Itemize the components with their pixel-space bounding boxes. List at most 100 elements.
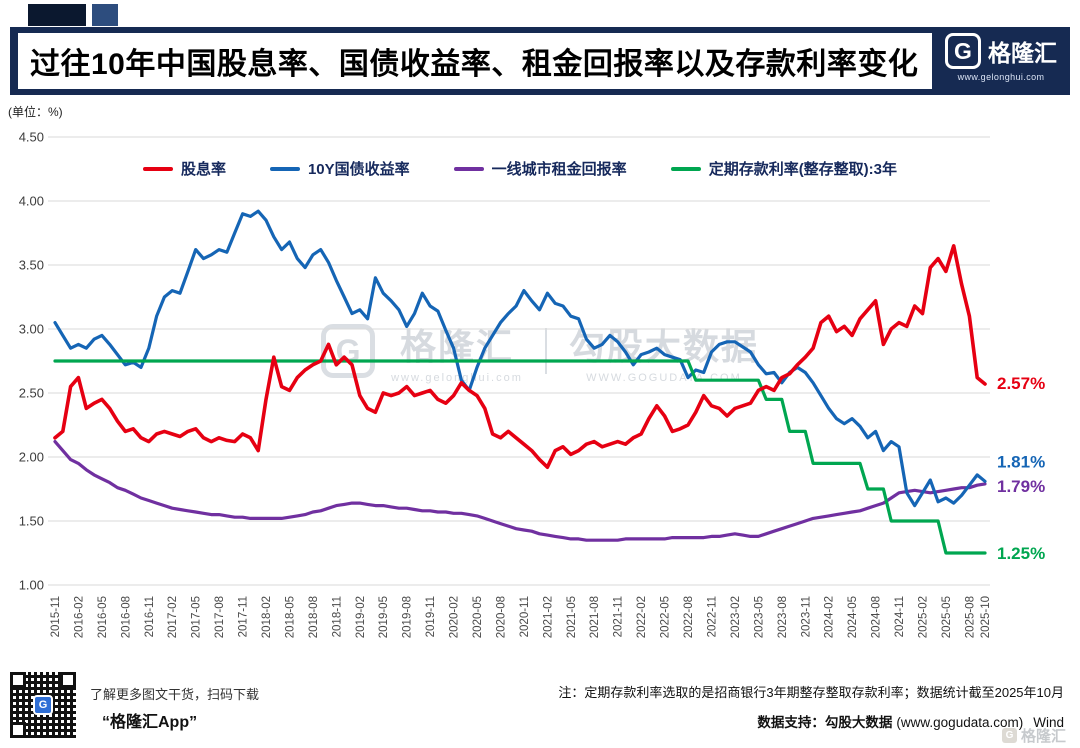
- x-tick-label: 2020-08: [496, 596, 508, 638]
- x-tick-label: 2023-02: [730, 596, 742, 638]
- x-tick-label: 2017-11: [238, 596, 250, 637]
- legend-swatch: [670, 166, 701, 171]
- brand-logo: G 格隆汇 www.gelonghui.com: [938, 30, 1064, 92]
- legend-label: 股息率: [180, 161, 226, 178]
- data-support-wind: Wind: [1033, 715, 1064, 730]
- qr-finder: [10, 672, 26, 688]
- legend-swatch: [142, 166, 173, 171]
- line-dividend-yield: [53, 244, 987, 470]
- x-tick-label: 2019-05: [378, 596, 390, 638]
- legend-swatch: [269, 166, 300, 171]
- line-chart: 4.50 4.00 3.50 3.00 2.50 2.00 1.50 1.00 2015-11 2…: [19, 130, 1046, 639]
- page-title: 过往10年中国股息率、国债收益率、租金回报率以及存款利率变化: [30, 48, 919, 81]
- legend-item-deposit-rate-3y: 定期存款利率(整存整取):3年: [670, 158, 898, 179]
- x-tick-label: 2018-11: [331, 596, 343, 637]
- y-tick-label: 4.50: [19, 130, 44, 145]
- y-tick-label: 1.00: [19, 578, 44, 593]
- x-tick-label: 2025-08: [964, 596, 976, 638]
- y-tick-label: 2.50: [19, 386, 44, 401]
- unit-label: (单位：%): [8, 105, 63, 119]
- qr-logo-g: G: [33, 695, 53, 715]
- x-tick-label: 2019-08: [402, 596, 414, 638]
- y-tick-label: 1.50: [19, 514, 44, 529]
- end-label-dividend-yield: 2.57%: [997, 374, 1045, 393]
- brand-url: www.gelonghui.com: [957, 72, 1045, 82]
- x-tick-label: 2022-11: [707, 596, 719, 637]
- gelonghui-monogram: G: [954, 37, 972, 64]
- x-tick-label: 2025-05: [941, 596, 953, 638]
- header: 过往10年中国股息率、国债收益率、租金回报率以及存款利率变化 G 格隆汇 www…: [10, 27, 1070, 95]
- data-support-url: (www.gogudata.com): [896, 715, 1024, 730]
- end-label-cn10y-bond-yield: 1.81%: [997, 452, 1045, 471]
- end-label-tier1-rental-yield: 1.79%: [997, 477, 1045, 496]
- x-tick-label: 2018-08: [308, 596, 320, 638]
- x-tick-label: 2016-02: [73, 596, 85, 638]
- x-tick-label: 2022-08: [683, 596, 695, 638]
- x-tick-label: 2023-11: [800, 596, 812, 637]
- brand-logo-row: G 格隆汇: [938, 33, 1064, 69]
- x-tick-label: 2021-05: [566, 596, 578, 638]
- y-tick-label: 3.50: [19, 258, 44, 273]
- x-tick-label: 2015-11: [50, 596, 62, 637]
- legend-item-dividend-yield: 股息率: [142, 158, 226, 179]
- x-tick-label: 2017-02: [167, 596, 179, 638]
- qr-finder: [10, 722, 26, 738]
- y-tick-label: 3.00: [19, 322, 44, 337]
- x-tick-label: 2016-11: [144, 596, 156, 637]
- app-name: “格隆汇App”: [102, 714, 198, 731]
- x-tick-label: 2025-10: [980, 596, 992, 638]
- qr-caption: 了解更多图文干货，扫码下载: [90, 687, 260, 702]
- x-tick-label: 2024-11: [894, 596, 906, 637]
- x-tick-label: 2022-02: [636, 596, 648, 638]
- x-tick-label: 2019-02: [355, 596, 367, 638]
- legend-label: 定期存款利率(整存整取):3年: [708, 161, 898, 178]
- x-tick-label: 2024-02: [824, 596, 836, 638]
- x-tick-label: 2022-05: [660, 596, 672, 638]
- corner-g-icon: G: [1001, 728, 1017, 743]
- y-tick-label: 4.00: [19, 194, 44, 209]
- x-tick-label: 2020-05: [472, 596, 484, 638]
- gelonghui-g-icon: G: [945, 33, 981, 69]
- end-label-deposit-rate-3y: 1.25%: [997, 544, 1045, 563]
- x-tick-label: 2016-08: [120, 596, 132, 638]
- watermark-brand-url: www.gelonghui.com: [391, 372, 523, 384]
- x-tick-label: 2017-05: [191, 596, 203, 638]
- title-box: 过往10年中国股息率、国债收益率、租金回报率以及存款利率变化: [18, 33, 932, 89]
- qr-code: G: [10, 672, 76, 738]
- line-tier1-rental-yield: [53, 440, 987, 542]
- footer: G 了解更多图文干货，扫码下载 “格隆汇App” 注：定期存款利率选取的是招商银…: [0, 662, 1080, 748]
- corner-brand-name: 格隆汇: [1020, 728, 1066, 745]
- brand-name: 格隆汇: [988, 40, 1057, 66]
- legend-item-cn10y-bond-yield: 10Y国债收益率: [269, 158, 410, 179]
- x-tick-label: 2021-08: [589, 596, 601, 638]
- x-tick-label: 2025-02: [918, 596, 930, 638]
- watermark-divider: [544, 328, 547, 374]
- data-support-label: 数据支持：勾股大数据: [757, 715, 893, 730]
- x-tick-label: 2021-02: [542, 596, 554, 638]
- legend-label: 10Y国债收益率: [307, 161, 410, 178]
- x-tick-label: 2020-02: [449, 596, 461, 638]
- x-tick-label: 2016-05: [97, 596, 109, 638]
- x-tick-label: 2017-08: [214, 596, 226, 638]
- decor-square-light: [92, 4, 118, 26]
- line-cn10y-bond-yield: [53, 209, 987, 508]
- legend-label: 一线城市租金回报率: [491, 161, 627, 178]
- x-tick-label: 2018-05: [285, 596, 297, 638]
- deposit-rate-note: 注：定期存款利率选取的是招商银行3年期整存整取存款利率；数据统计截至2025年1…: [558, 685, 1064, 700]
- corner-brand: G 格隆汇: [1001, 725, 1066, 746]
- decor-square-dark: [28, 4, 86, 26]
- x-tick-label: 2018-02: [261, 596, 273, 638]
- data-support-line: 数据支持：勾股大数据 (www.gogudata.com) Wind: [558, 711, 1064, 731]
- x-tick-label: 2019-11: [425, 596, 437, 637]
- line-deposit-rate-3y: [53, 359, 987, 555]
- x-tick-label: 2023-05: [753, 596, 765, 638]
- x-tick-label: 2020-11: [519, 596, 531, 637]
- chart-legend: 股息率 10Y国债收益率 一线城市租金回报率 定期存款利率(整存整取):3年: [55, 158, 985, 179]
- x-tick-label: 2021-11: [613, 596, 625, 637]
- legend-item-tier1-rental-yield: 一线城市租金回报率: [453, 158, 627, 179]
- x-tick-label: 2023-08: [777, 596, 789, 638]
- legend-swatch: [453, 166, 484, 171]
- x-tick-label: 2024-08: [871, 596, 883, 638]
- qr-finder: [60, 672, 76, 688]
